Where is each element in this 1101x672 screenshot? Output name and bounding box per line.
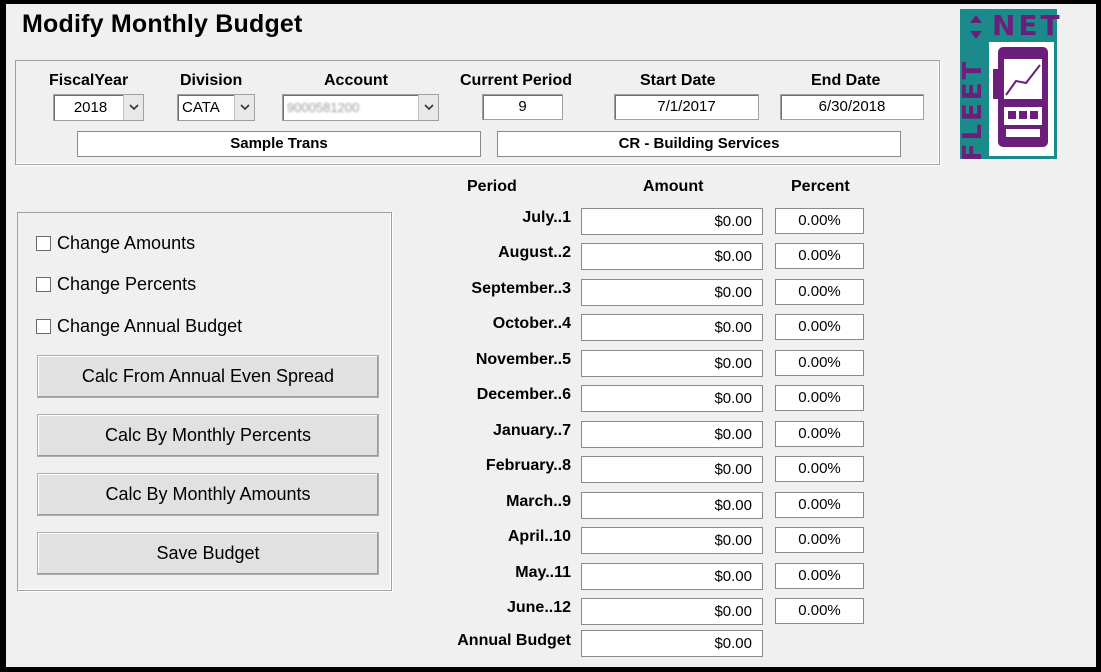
- period-amount-field[interactable]: $0.00: [581, 527, 763, 554]
- period-percent-field[interactable]: 0.00%: [775, 243, 864, 269]
- start-date-label: Start Date: [640, 72, 716, 89]
- fiscal-year-label: FiscalYear: [49, 72, 129, 89]
- period-percent-field[interactable]: 0.00%: [775, 527, 864, 553]
- change-amounts-checkbox[interactable]: Change Amounts: [36, 233, 195, 254]
- account-select[interactable]: 9000581200: [282, 94, 439, 121]
- amount-column-header: Amount: [643, 178, 704, 195]
- period-amount-field[interactable]: $0.00: [581, 243, 763, 270]
- period-percent-field[interactable]: 0.00%: [775, 421, 864, 447]
- period-column-header: Period: [467, 178, 517, 195]
- calc-monthly-amounts-button[interactable]: Calc By Monthly Amounts: [37, 473, 379, 516]
- page-title: Modify Monthly Budget: [22, 10, 303, 38]
- change-percents-checkbox[interactable]: Change Percents: [36, 274, 196, 295]
- period-amount-field[interactable]: $0.00: [581, 456, 763, 483]
- period-amount-field[interactable]: $0.00: [581, 385, 763, 412]
- period-label: March..9: [506, 493, 571, 510]
- change-amounts-label: Change Amounts: [57, 233, 196, 253]
- period-amount-field[interactable]: $0.00: [581, 492, 763, 519]
- annual-budget-field[interactable]: $0.00: [581, 630, 763, 657]
- checkbox-box[interactable]: [36, 319, 51, 334]
- change-annual-budget-label: Change Annual Budget: [57, 316, 243, 336]
- period-label: November..5: [475, 351, 571, 368]
- chevron-down-icon[interactable]: [123, 95, 143, 120]
- period-percent-field[interactable]: 0.00%: [775, 456, 864, 482]
- period-amount-field[interactable]: $0.00: [581, 598, 763, 625]
- period-percent-field[interactable]: 0.00%: [775, 279, 864, 305]
- period-amount-field[interactable]: $0.00: [581, 421, 763, 448]
- period-percent-field[interactable]: 0.00%: [775, 385, 864, 411]
- period-amount-field[interactable]: $0.00: [581, 350, 763, 377]
- period-amount-field[interactable]: $0.00: [581, 563, 763, 590]
- period-amount-field[interactable]: $0.00: [581, 279, 763, 306]
- chevron-down-icon[interactable]: [234, 95, 254, 120]
- division-select[interactable]: CATA: [177, 94, 255, 121]
- calc-monthly-percents-button[interactable]: Calc By Monthly Percents: [37, 414, 379, 457]
- calc-options-group: [17, 212, 392, 591]
- calc-annual-even-spread-button[interactable]: Calc From Annual Even Spread: [37, 355, 379, 398]
- current-period-field[interactable]: 9: [482, 94, 563, 120]
- period-percent-field[interactable]: 0.00%: [775, 208, 864, 234]
- header-group: [15, 60, 940, 165]
- account-label: Account: [324, 72, 388, 89]
- division-value: CATA: [182, 99, 220, 116]
- checkbox-box[interactable]: [36, 236, 51, 251]
- period-label: April..10: [507, 528, 571, 545]
- account-value: 9000581200: [287, 100, 360, 115]
- period-label: February..8: [485, 457, 571, 474]
- period-amount-field[interactable]: $0.00: [581, 314, 763, 341]
- chevron-down-icon[interactable]: [418, 95, 438, 120]
- period-percent-field[interactable]: 0.00%: [775, 563, 864, 589]
- period-label: September..3: [471, 280, 571, 297]
- change-annual-budget-checkbox[interactable]: Change Annual Budget: [36, 316, 242, 337]
- start-date-field[interactable]: 7/1/2017: [614, 94, 759, 120]
- period-label: June..12: [506, 599, 571, 616]
- period-amount-field[interactable]: $0.00: [581, 208, 763, 235]
- change-percents-label: Change Percents: [57, 274, 197, 294]
- period-label: January..7: [493, 422, 571, 439]
- period-label: May..11: [515, 564, 571, 581]
- fiscal-year-select[interactable]: 2018: [53, 94, 144, 121]
- division-description: Sample Trans: [77, 131, 481, 157]
- division-label: Division: [180, 72, 243, 89]
- end-date-label: End Date: [811, 72, 881, 89]
- period-label: July..1: [522, 209, 571, 226]
- fleetnet-logo: NET FLEET: [958, 9, 1060, 161]
- period-label: October..4: [492, 315, 571, 332]
- account-description: CR - Building Services: [497, 131, 901, 157]
- period-percent-field[interactable]: 0.00%: [775, 492, 864, 518]
- period-percent-field[interactable]: 0.00%: [775, 314, 864, 340]
- period-percent-field[interactable]: 0.00%: [775, 598, 864, 624]
- fiscal-year-value: 2018: [73, 99, 108, 116]
- percent-column-header: Percent: [791, 178, 850, 195]
- annual-budget-label: Annual Budget: [457, 632, 571, 649]
- checkbox-box[interactable]: [36, 277, 51, 292]
- period-percent-field[interactable]: 0.00%: [775, 350, 864, 376]
- end-date-field[interactable]: 6/30/2018: [780, 94, 924, 120]
- period-label: December..6: [476, 386, 571, 403]
- save-budget-button[interactable]: Save Budget: [37, 532, 379, 575]
- logo-fleet-text: FLEET: [958, 58, 988, 162]
- period-label: August..2: [498, 244, 571, 261]
- current-period-label: Current Period: [460, 72, 573, 89]
- budget-window: Modify Monthly Budget NET FLEET FiscalYe…: [6, 4, 1096, 667]
- logo-net-text: NET: [992, 9, 1063, 42]
